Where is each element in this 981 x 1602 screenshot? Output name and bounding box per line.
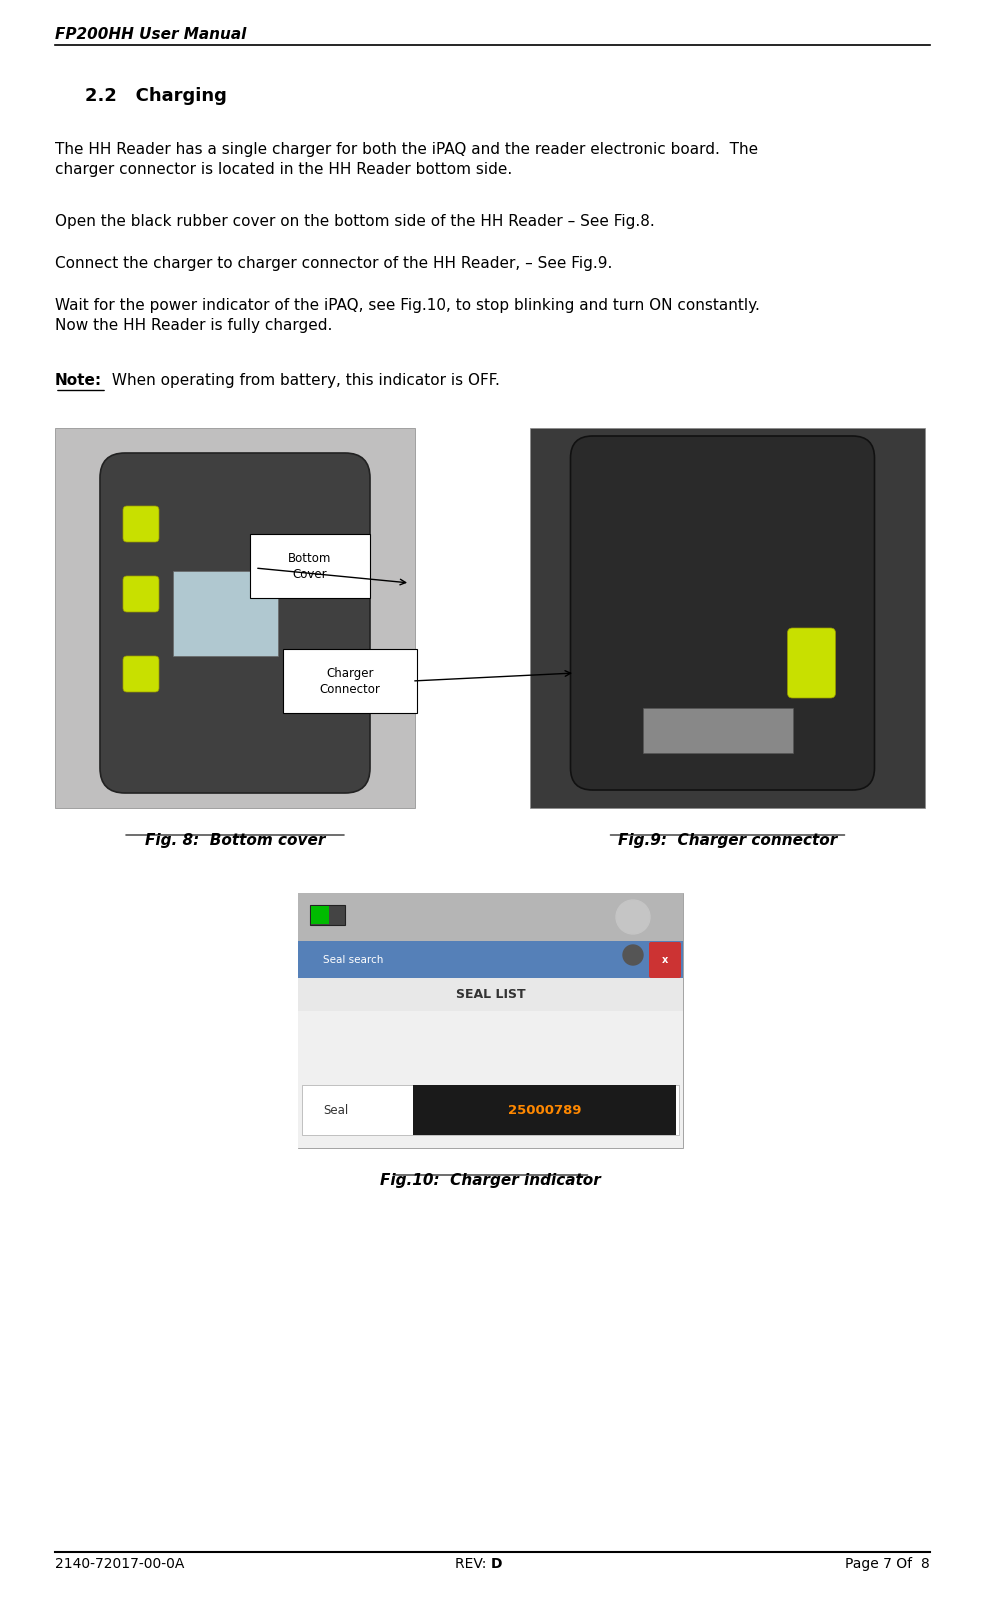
FancyBboxPatch shape xyxy=(571,436,874,790)
FancyBboxPatch shape xyxy=(298,892,683,940)
Circle shape xyxy=(623,945,643,964)
FancyBboxPatch shape xyxy=(311,907,329,924)
Text: 2140-72017-00-0A: 2140-72017-00-0A xyxy=(55,1557,184,1572)
Text: x: x xyxy=(662,955,668,964)
Text: Fig.9:  Charger connector: Fig.9: Charger connector xyxy=(618,833,837,847)
Text: D: D xyxy=(490,1557,502,1572)
FancyBboxPatch shape xyxy=(413,1085,676,1134)
FancyBboxPatch shape xyxy=(302,1085,679,1134)
FancyBboxPatch shape xyxy=(250,533,370,598)
FancyBboxPatch shape xyxy=(100,453,370,793)
Text: REV:: REV: xyxy=(455,1557,490,1572)
FancyBboxPatch shape xyxy=(310,905,345,924)
Circle shape xyxy=(616,900,650,934)
Text: 25000789: 25000789 xyxy=(508,1104,582,1117)
Text: Bottom
Cover: Bottom Cover xyxy=(288,551,332,580)
Text: Fig.10:  Charger indicator: Fig.10: Charger indicator xyxy=(380,1173,601,1189)
FancyBboxPatch shape xyxy=(298,977,683,1011)
FancyBboxPatch shape xyxy=(643,708,793,753)
Text: Fig. 8:  Bottom cover: Fig. 8: Bottom cover xyxy=(145,833,325,847)
FancyBboxPatch shape xyxy=(649,942,681,977)
FancyBboxPatch shape xyxy=(283,649,417,713)
Text: The HH Reader has a single charger for both the iPAQ and the reader electronic b: The HH Reader has a single charger for b… xyxy=(55,143,758,176)
Text: Page 7 Of  8: Page 7 Of 8 xyxy=(846,1557,930,1572)
Text: Seal search: Seal search xyxy=(323,955,384,964)
Text: FP200HH User Manual: FP200HH User Manual xyxy=(55,27,246,42)
Text: Note:: Note: xyxy=(55,373,102,388)
FancyBboxPatch shape xyxy=(298,977,683,1149)
FancyBboxPatch shape xyxy=(55,428,415,807)
Text: SEAL LIST: SEAL LIST xyxy=(456,988,525,1001)
Text: Seal: Seal xyxy=(324,1104,348,1117)
FancyBboxPatch shape xyxy=(123,655,159,692)
FancyBboxPatch shape xyxy=(123,506,159,541)
Text: When operating from battery, this indicator is OFF.: When operating from battery, this indica… xyxy=(107,373,500,388)
Text: Open the black rubber cover on the bottom side of the HH Reader – See Fig.8.: Open the black rubber cover on the botto… xyxy=(55,215,654,229)
FancyBboxPatch shape xyxy=(298,892,683,1149)
Text: 2.2   Charging: 2.2 Charging xyxy=(85,87,227,106)
Text: hp: hp xyxy=(626,912,640,923)
Text: Wait for the power indicator of the iPAQ, see Fig.10, to stop blinking and turn : Wait for the power indicator of the iPAQ… xyxy=(55,298,760,333)
FancyBboxPatch shape xyxy=(788,628,836,698)
FancyBboxPatch shape xyxy=(123,577,159,612)
FancyBboxPatch shape xyxy=(530,428,925,807)
FancyBboxPatch shape xyxy=(173,570,278,655)
Text: Connect the charger to charger connector of the HH Reader, – See Fig.9.: Connect the charger to charger connector… xyxy=(55,256,612,271)
Text: Charger
Connector: Charger Connector xyxy=(320,666,381,695)
FancyBboxPatch shape xyxy=(298,940,683,977)
